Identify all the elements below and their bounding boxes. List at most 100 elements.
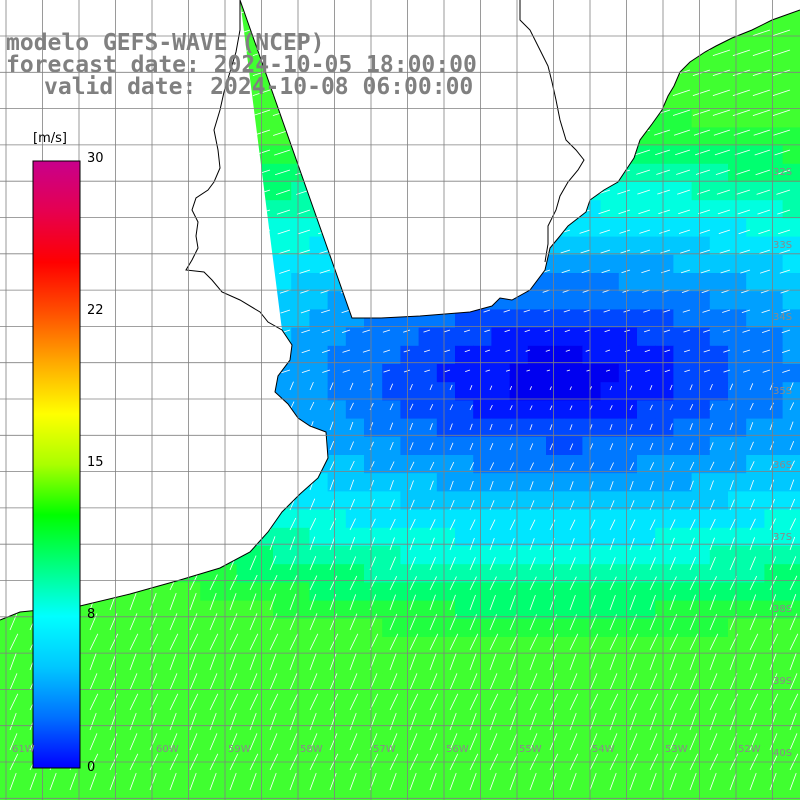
wind-arrow bbox=[89, 613, 98, 631]
field-cell bbox=[291, 345, 310, 365]
wind-arrow bbox=[349, 441, 354, 451]
field-cell bbox=[764, 127, 784, 147]
field-cell bbox=[418, 473, 438, 492]
field-cell bbox=[564, 382, 583, 401]
field-cell bbox=[546, 764, 565, 784]
field-cell bbox=[109, 600, 128, 620]
wind-arrow bbox=[649, 404, 653, 411]
wind-arrow bbox=[789, 536, 796, 551]
field-cell bbox=[364, 582, 383, 602]
wind-arrow bbox=[349, 518, 356, 531]
wind-arrow bbox=[781, 329, 791, 334]
field-cell bbox=[564, 637, 583, 656]
field-cell bbox=[782, 637, 800, 656]
wind-arrow bbox=[669, 772, 677, 791]
wind-arrow bbox=[658, 209, 671, 215]
field-cell bbox=[618, 582, 638, 602]
field-cell bbox=[709, 582, 729, 602]
field-cell bbox=[436, 418, 456, 438]
field-cell bbox=[709, 309, 729, 329]
wind-arrow bbox=[369, 441, 374, 451]
wind-arrow bbox=[301, 329, 311, 334]
wind-arrow bbox=[609, 633, 619, 651]
field-cell bbox=[637, 637, 656, 656]
wind-arrow bbox=[780, 289, 791, 294]
field-cell bbox=[673, 600, 693, 620]
wind-arrow bbox=[389, 594, 396, 611]
wind-arrow bbox=[709, 480, 714, 491]
field-cell bbox=[527, 455, 547, 474]
wind-arrow bbox=[676, 169, 691, 175]
lat-label: 37S bbox=[773, 532, 793, 543]
wind-arrow bbox=[89, 772, 97, 791]
wind-arrow bbox=[509, 673, 518, 691]
field-cell bbox=[364, 527, 383, 547]
field-cell bbox=[455, 691, 474, 711]
wind-arrow bbox=[529, 576, 537, 591]
field-cell bbox=[382, 527, 401, 547]
wind-arrow bbox=[789, 556, 797, 571]
wind-arrow bbox=[129, 673, 138, 691]
wind-arrow bbox=[276, 209, 291, 215]
field-cell bbox=[0, 728, 19, 747]
wind-arrow bbox=[669, 404, 674, 411]
wind-arrow bbox=[429, 712, 437, 731]
wind-arrow bbox=[469, 385, 473, 391]
field-cell bbox=[54, 764, 74, 784]
wind-arrow bbox=[289, 593, 297, 611]
wind-arrow bbox=[409, 576, 417, 591]
wind-arrow bbox=[320, 289, 331, 294]
wind-arrow bbox=[469, 693, 479, 711]
field-cell bbox=[673, 364, 693, 383]
wind-arrow bbox=[749, 537, 755, 551]
field-cell bbox=[637, 418, 656, 438]
wind-arrow bbox=[489, 772, 497, 791]
wind-arrow bbox=[769, 402, 774, 411]
field-cell bbox=[182, 655, 201, 674]
wind-arrow bbox=[329, 633, 339, 651]
wind-arrow bbox=[649, 652, 657, 671]
wind-arrow bbox=[569, 633, 579, 651]
wind-arrow bbox=[129, 693, 139, 711]
field-cell bbox=[309, 364, 329, 383]
lat-label: 32S bbox=[773, 167, 793, 178]
wind-arrow bbox=[663, 329, 671, 333]
wind-arrow bbox=[689, 652, 697, 671]
field-cell bbox=[546, 436, 565, 456]
field-cell bbox=[18, 782, 37, 800]
wind-arrow bbox=[723, 369, 731, 373]
field-cell bbox=[309, 728, 329, 747]
field-cell bbox=[691, 746, 711, 765]
wind-arrow bbox=[9, 712, 17, 731]
lon-label: 59W bbox=[228, 744, 251, 755]
field-cell bbox=[637, 527, 656, 547]
field-cell bbox=[364, 600, 383, 620]
field-cell bbox=[728, 491, 747, 511]
field-cell bbox=[782, 400, 800, 420]
wind-arrow bbox=[529, 633, 539, 651]
wind-arrow bbox=[489, 594, 496, 611]
colorbar-tick: 15 bbox=[87, 455, 104, 470]
field-cell bbox=[327, 728, 347, 747]
field-cell bbox=[709, 709, 729, 729]
field-cell bbox=[418, 673, 438, 693]
field-cell bbox=[291, 691, 310, 711]
field-cell bbox=[691, 236, 711, 256]
field-cell bbox=[673, 746, 693, 765]
wind-arrow bbox=[429, 519, 436, 531]
wind-arrow bbox=[389, 480, 394, 491]
wind-arrow bbox=[483, 309, 491, 313]
wind-arrow bbox=[329, 575, 338, 591]
wind-arrow bbox=[529, 772, 537, 791]
wind-arrow bbox=[641, 269, 651, 274]
wind-arrow bbox=[389, 537, 395, 551]
wind-arrow bbox=[149, 733, 158, 751]
wind-arrow bbox=[509, 557, 516, 571]
field-cell bbox=[327, 564, 347, 583]
wind-arrow bbox=[680, 269, 691, 274]
field-cell bbox=[600, 618, 620, 638]
field-cell bbox=[637, 546, 656, 565]
field-cell bbox=[709, 327, 729, 347]
field-cell bbox=[345, 527, 365, 547]
wind-arrow bbox=[773, 129, 791, 136]
